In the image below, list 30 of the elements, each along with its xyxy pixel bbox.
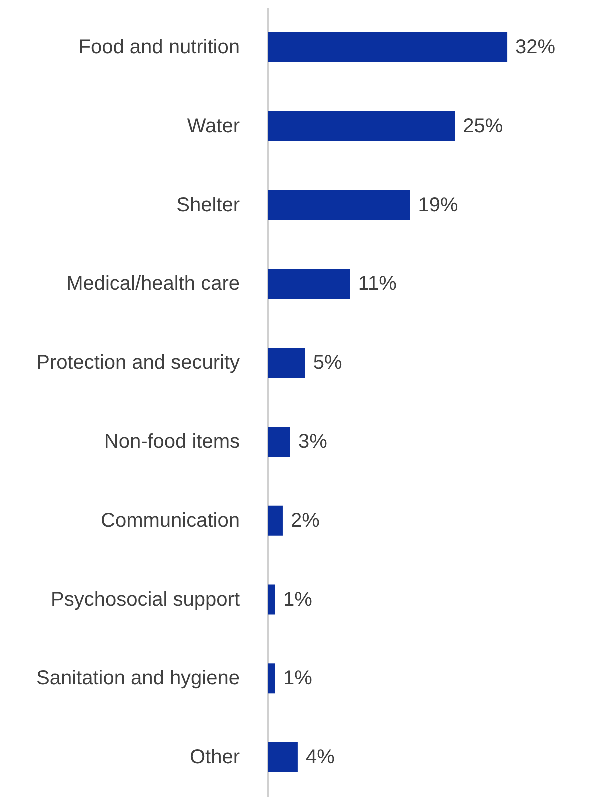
data-label: 25% — [463, 115, 504, 138]
data-label: 1% — [283, 668, 313, 690]
y-tick-label: Shelter — [176, 194, 240, 216]
bar — [268, 32, 508, 62]
y-tick-label: Communication — [101, 510, 240, 532]
y-tick-label: Medical/health care — [66, 273, 240, 296]
data-label: 5% — [313, 352, 343, 374]
bar — [268, 190, 410, 220]
bar — [268, 111, 456, 142]
bar — [268, 269, 350, 300]
y-tick-label: Non-food items — [104, 430, 240, 453]
y-tick-label: Sanitation and hygiene — [36, 668, 240, 690]
data-label: 3% — [298, 430, 328, 453]
data-label: 32% — [516, 36, 556, 58]
bar — [268, 426, 290, 457]
data-label: 4% — [306, 746, 336, 769]
y-tick-label: Other — [190, 746, 240, 769]
bar — [268, 584, 276, 615]
data-label: 19% — [418, 194, 458, 216]
bar — [268, 348, 306, 378]
y-tick-label: Protection and security — [36, 352, 240, 374]
data-label: 2% — [290, 510, 320, 532]
y-tick-label: Food and nutrition — [78, 36, 240, 58]
y-tick-label: Psychosocial support — [51, 588, 240, 611]
data-label: 1% — [283, 588, 313, 611]
bar — [268, 506, 283, 536]
data-label: 11% — [358, 273, 398, 296]
bar — [268, 664, 276, 694]
bar — [268, 742, 298, 773]
y-tick-label: Water — [187, 115, 240, 138]
